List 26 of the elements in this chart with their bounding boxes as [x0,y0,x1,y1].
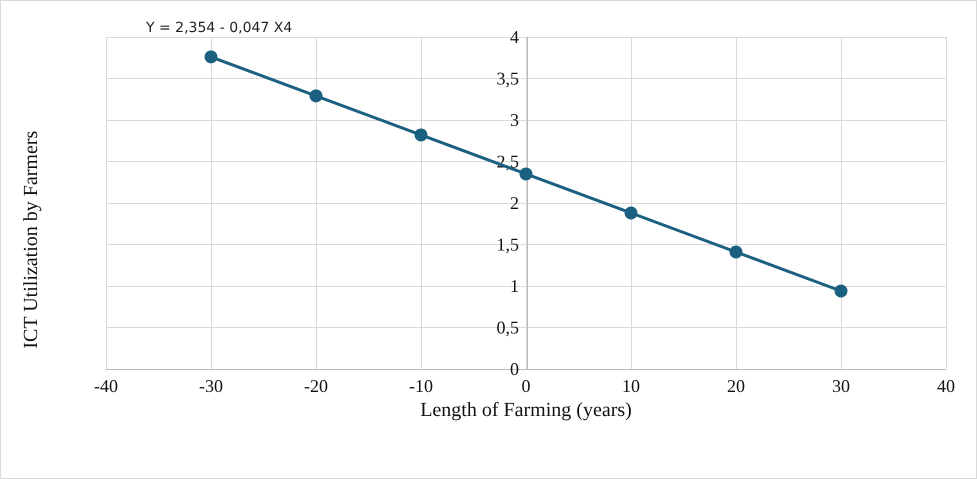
y-tick-label: 0,5 [496,318,519,338]
x-tick-label: 40 [937,376,955,396]
y-tick-label: 0 [510,359,519,379]
y-tick-label: 3 [510,110,519,130]
point [204,50,218,64]
x-tick-label: 20 [727,376,745,396]
y-tick-label: 1 [510,276,519,296]
x-axis-title: Length of Farming (years) [420,398,632,421]
y-axis-title: ICT Utilization by Farmers [20,130,42,349]
x-tick-label: 10 [622,376,640,396]
point [414,128,428,142]
y-tick-label: 3,5 [496,68,519,88]
point [520,167,532,180]
y-tick-label: 4 [510,27,519,47]
text: Y = 2,354 - 0,047 X4 [145,20,292,36]
point [730,245,742,258]
x-tick-label: -10 [409,376,433,396]
y-tick-label: 2 [510,193,519,213]
point [310,89,322,102]
x-tick-label: -30 [199,376,223,396]
x-tick-label: -20 [304,376,328,396]
x-tick-label: -40 [94,376,118,396]
point [834,284,848,298]
point [624,206,638,220]
x-tick-label: 30 [832,376,850,396]
y-tick-label: 1,5 [496,234,519,254]
